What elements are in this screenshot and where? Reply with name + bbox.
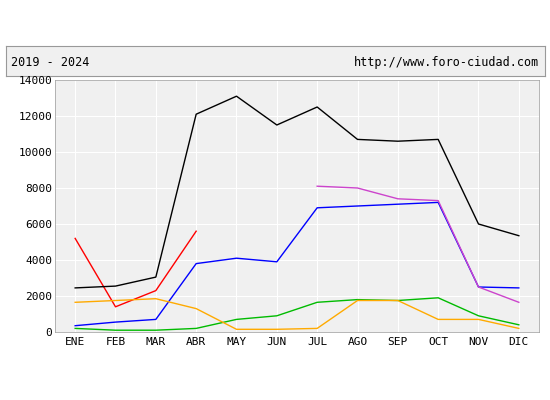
- Text: Evolucion Nº Turistas Extranjeros en el municipio de Bunyola: Evolucion Nº Turistas Extranjeros en el …: [1, 16, 549, 30]
- Text: 2019 - 2024: 2019 - 2024: [11, 56, 89, 69]
- Text: http://www.foro-ciudad.com: http://www.foro-ciudad.com: [354, 56, 539, 69]
